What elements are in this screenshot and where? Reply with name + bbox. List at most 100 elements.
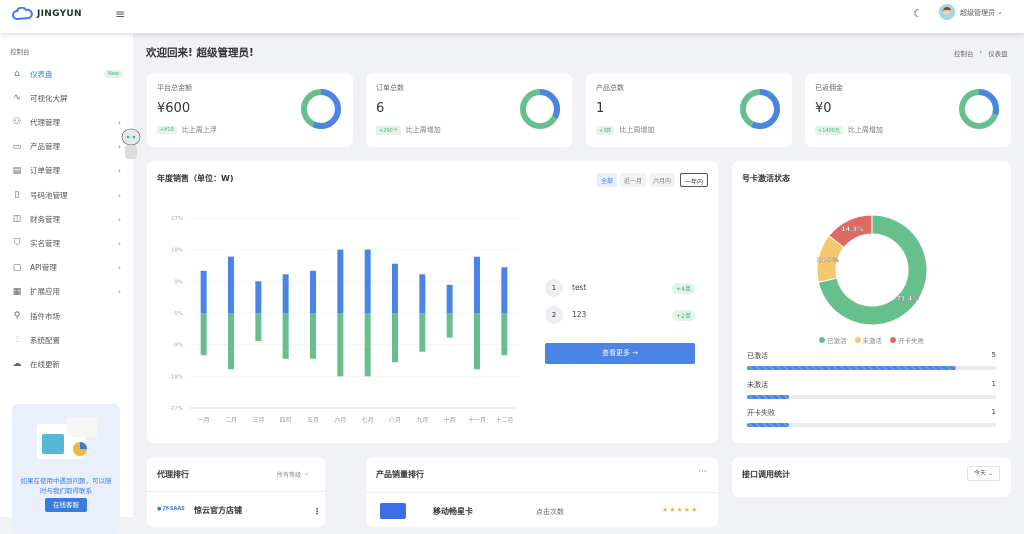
sidebar-item-label: 号码池管理 — [30, 190, 68, 200]
bar-negative — [310, 313, 316, 359]
logo[interactable]: JINGYUN — [12, 7, 82, 21]
stat-compare-text: 比上周增加 — [847, 126, 883, 134]
moon-icon[interactable]: ☾ — [913, 7, 923, 20]
rank-tag: +4单 — [672, 283, 695, 294]
brand-name: JINGYUN — [37, 9, 82, 19]
y-tick-label: -27% — [169, 406, 183, 412]
agent-name: 惊云官方店铺 — [194, 506, 242, 515]
period-dropdown[interactable]: 今天 ⌄ — [967, 466, 1000, 481]
sidebar-item[interactable]: ▤ 订单管理 › — [10, 162, 125, 180]
product-ranking-card: 产品销量排行 ··· 移动畅星卡 点击次数 ★★★★★ — [366, 457, 718, 527]
sales-filter-tab[interactable]: 六月内 — [649, 173, 676, 187]
status-progress-bar — [747, 394, 996, 399]
breadcrumb-item: 仪表盘 — [988, 50, 1008, 58]
sidebar-item[interactable]: ◫ 财务管理 › — [10, 210, 125, 228]
bar-positive — [337, 249, 344, 313]
sales-filter-tab[interactable]: 一年内 — [680, 173, 709, 187]
sidebar-item-label: 在线更新 — [30, 359, 60, 369]
status-progress-fill — [747, 423, 790, 427]
ring-fill — [520, 89, 560, 129]
sidebar-item-label: 扩展应用 — [30, 287, 60, 297]
more-horizontal-icon[interactable]: ··· — [698, 467, 707, 477]
pie-slice-label: 14.3% — [841, 225, 864, 233]
status-row-value: 5 — [991, 351, 996, 359]
stat-ring-chart — [520, 89, 560, 129]
mascot-character-icon — [121, 128, 141, 159]
sidebar-item-label: 产品管理 — [30, 142, 60, 152]
new-badge: New — [104, 70, 123, 78]
help-contact-button[interactable]: 在线客服 — [45, 498, 87, 512]
view-more-button[interactable]: 查看更多 → — [545, 343, 695, 364]
stat-title: 已返佣金 — [815, 84, 843, 92]
avatar[interactable] — [939, 4, 955, 20]
user-menu[interactable]: 超级管理员 ⌄ — [960, 8, 1003, 18]
pie-slice[interactable] — [828, 214, 873, 249]
ranking-item[interactable]: 1 test +4单 — [545, 279, 695, 297]
help-card: 如果在使用中遇到问题，可以随时与我们取得联系 — [12, 404, 120, 534]
sales-filter-tab[interactable]: 全部 — [597, 173, 618, 187]
card-title: 接口调用统计 — [742, 470, 790, 479]
bar-positive — [501, 267, 508, 313]
sidebar-item[interactable]: ⛉ 实名管理 › — [10, 234, 125, 252]
chevron-right-icon: › — [117, 238, 121, 248]
sidebar-section-title: 控制台 — [10, 48, 30, 56]
period-label: 今天 — [974, 470, 987, 477]
rank-tag: +2单 — [672, 310, 695, 321]
mascot-image — [115, 125, 147, 163]
breadcrumb: 控制台 › 仪表盘 — [954, 48, 1008, 58]
status-progress-bar — [747, 423, 996, 427]
chevron-right-icon: › — [979, 48, 983, 56]
sidebar-item[interactable]: ⌂ 仪表盘 New — [10, 65, 125, 83]
wrench-icon: ⚲ — [13, 311, 21, 321]
sidebar-item[interactable]: ⚲ 插件市场 — [10, 307, 125, 325]
legend-item[interactable]: 未激活 — [854, 335, 883, 345]
legend-dot-icon — [854, 337, 861, 343]
sidebar-item-label: 可视化大屏 — [30, 93, 68, 103]
bar-negative — [337, 313, 344, 377]
help-illustration — [37, 417, 97, 459]
ranking-item[interactable]: 2 123 +2单 — [545, 306, 695, 324]
sidebar-item[interactable]: ▦ 扩展应用 › — [10, 283, 125, 301]
sidebar-item-label: 实名管理 — [30, 238, 60, 248]
ring-fill — [959, 89, 999, 129]
sidebar-item[interactable]: ∿ 可视化大屏 — [10, 89, 125, 107]
breadcrumb-item[interactable]: 控制台 — [954, 50, 974, 58]
sidebar-item[interactable]: ☁ 在线更新 — [10, 355, 125, 373]
bar-negative — [474, 313, 480, 370]
more-vertical-icon[interactable]: ⋮ — [313, 507, 321, 516]
stat-change-badge: +290个 — [376, 125, 401, 135]
bar-positive — [200, 270, 207, 313]
legend-dot-icon — [819, 337, 825, 343]
legend-item[interactable]: 开卡失败 — [890, 335, 924, 345]
sidebar-item[interactable]: ▢ API管理 › — [10, 259, 125, 277]
pie-slice[interactable] — [817, 214, 928, 326]
status-progress-bar — [747, 366, 996, 370]
bar-positive — [228, 256, 234, 313]
user-name: 超级管理员 — [960, 9, 995, 17]
sidebar-item[interactable]: ⚇ 代理管理 › — [10, 113, 125, 131]
bar-positive — [310, 270, 316, 313]
stat-ring-chart — [959, 89, 999, 129]
bar-negative — [255, 313, 262, 342]
home-icon: ⌂ — [14, 69, 20, 79]
level-filter-label: 所有等级 — [277, 472, 302, 479]
level-filter-dropdown[interactable]: 所有等级 ⌄ — [277, 470, 309, 479]
bar-negative — [282, 313, 289, 359]
sales-filter-tab[interactable]: 近一月 — [620, 173, 647, 187]
sidebar-item[interactable]: ⫶ 系统配置 — [10, 331, 125, 349]
sidebar-item[interactable]: ▭ 产品管理 › — [10, 138, 125, 156]
chevron-right-icon: › — [117, 214, 121, 224]
bar-positive — [474, 256, 480, 313]
legend-item[interactable]: 已激活 — [819, 335, 847, 345]
chevron-right-icon: › — [117, 117, 121, 127]
legend-label: 未激活 — [862, 337, 883, 345]
hamburger-icon[interactable]: ≡ — [115, 7, 126, 21]
page-title: 欢迎回来! 超级管理员! — [146, 47, 254, 59]
stat-compare-text: 比上周上浮 — [181, 126, 217, 134]
stat-card: 已返佣金 ¥0 +1400元 比上周增加 — [805, 73, 1011, 147]
annual-sales-card: 年度销售（单位：W) 全部 近一月 六月内 一年内 27% 18% 9% 0% -9% -18%… — [147, 161, 718, 443]
sidebar-item[interactable]: ▯ 号码池管理 › — [10, 186, 125, 204]
rank-number: 1 — [545, 279, 563, 297]
x-tick-label: 十二月 — [495, 416, 513, 424]
stat-change-badge: +¥10 — [157, 126, 177, 134]
